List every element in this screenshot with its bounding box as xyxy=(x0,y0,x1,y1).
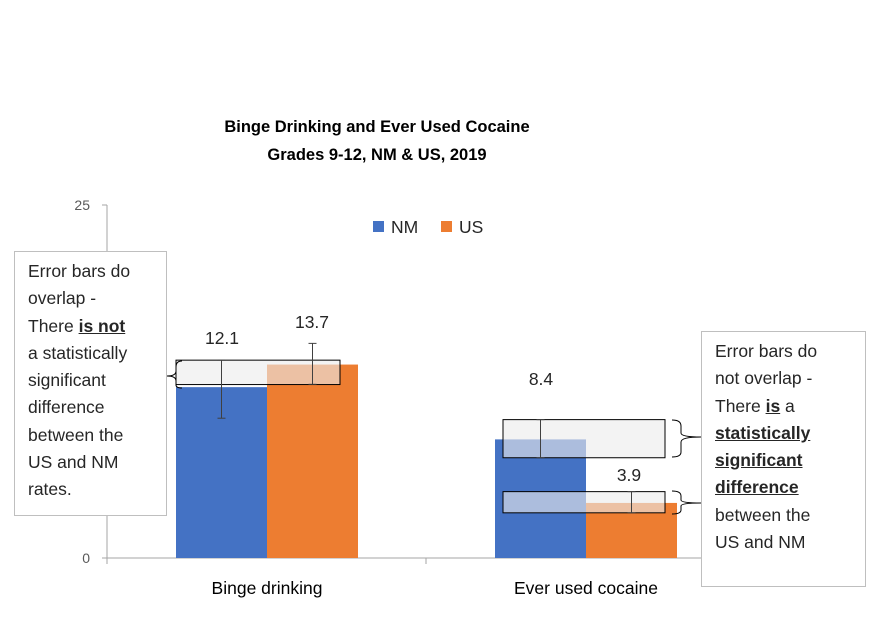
bars xyxy=(176,364,677,558)
legend-label-nm: NM xyxy=(391,217,418,237)
callout-right-line3-pre: There xyxy=(715,395,766,416)
callout-right-line6: difference xyxy=(715,477,799,498)
callout-right-line3: There is a xyxy=(715,393,865,420)
legend-swatch-nm xyxy=(373,221,384,232)
legend-swatch-us xyxy=(441,221,452,232)
data-label-1: 13.7 xyxy=(295,312,329,332)
callout-left-line9: rates. xyxy=(28,479,72,500)
legend-label-us: US xyxy=(459,217,483,237)
data-label-0: 12.1 xyxy=(205,328,239,348)
brace-left xyxy=(166,360,183,389)
callout-right-line5: significant xyxy=(715,450,803,471)
data-label-2: 8.4 xyxy=(529,369,554,389)
error-bars xyxy=(217,342,636,514)
callout-left-line6: difference xyxy=(28,397,105,418)
callout-left-line8: US and NM xyxy=(28,452,119,473)
y-tick-label-1: 25 xyxy=(74,197,90,213)
brace-right-upper xyxy=(671,419,702,458)
callout-left-line5: significant xyxy=(28,370,106,391)
callout-left-line3-pre: There xyxy=(28,315,79,336)
callout-right-line8: US and NM xyxy=(715,532,806,553)
x-tick-label-0: Binge drinking xyxy=(212,578,323,598)
callout-right-line2: not overlap - xyxy=(715,368,813,389)
callout-right-line1: Error bars do xyxy=(715,341,818,361)
band-binge-nm xyxy=(175,359,341,386)
band-cocaine-us xyxy=(502,491,666,514)
callout-left-line1: Error bars do xyxy=(28,261,131,281)
callout-right-emphasis: is xyxy=(765,395,781,416)
y-tick-label-0: 0 xyxy=(82,550,90,566)
chart-title: Binge Drinking and Ever Used Cocaine xyxy=(224,118,529,136)
callout-overlap-note: Error bars do not overlap - There is a s… xyxy=(701,331,866,587)
callout-right-line4: statistically xyxy=(715,422,811,443)
callout-left-emphasis: is not xyxy=(78,315,126,336)
x-tick-label-1: Ever used cocaine xyxy=(514,578,658,598)
bar-us-0 xyxy=(267,364,358,558)
callout-no-overlap-note: Error bars do overlap - There is not a s… xyxy=(14,251,167,516)
callout-left-line7: between the xyxy=(28,424,124,445)
data-labels: 12.1 13.7 8.4 3.9 xyxy=(205,312,641,485)
legend: NM US xyxy=(373,217,483,237)
callout-right-line7: between the xyxy=(715,504,811,525)
band-cocaine-nm xyxy=(502,419,666,459)
data-label-3: 3.9 xyxy=(617,465,641,485)
chart-subtitle: Grades 9-12, NM & US, 2019 xyxy=(267,146,486,164)
callout-right-line3-post: a xyxy=(780,395,795,416)
callout-left-line2: overlap - xyxy=(28,288,97,309)
callout-left-line3: There is not xyxy=(28,313,166,340)
callout-left-line4: a statistically xyxy=(28,342,128,363)
